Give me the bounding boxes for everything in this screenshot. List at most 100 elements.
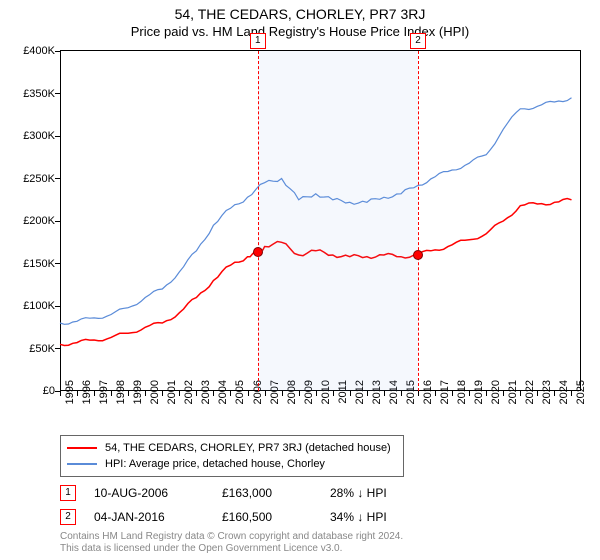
x-tick	[418, 391, 419, 396]
y-label: £0	[5, 385, 55, 397]
series-hpi	[60, 98, 572, 324]
y-label: £250K	[5, 173, 55, 185]
x-label: 1996	[81, 380, 93, 410]
x-tick	[486, 391, 487, 396]
x-tick	[145, 391, 146, 396]
x-label: 2013	[371, 380, 383, 410]
chart-title: 54, THE CEDARS, CHORLEY, PR7 3RJ	[0, 0, 600, 22]
x-label: 2003	[200, 380, 212, 410]
sale-marker: 2	[410, 33, 426, 49]
x-tick	[452, 391, 453, 396]
x-label: 2017	[439, 380, 451, 410]
x-label: 2023	[541, 380, 553, 410]
x-tick	[162, 391, 163, 396]
x-tick	[571, 391, 572, 396]
y-tick	[55, 178, 60, 179]
x-tick	[503, 391, 504, 396]
legend-row-hpi: HPI: Average price, detached house, Chor…	[67, 456, 397, 472]
transaction-date: 10-AUG-2006	[94, 486, 204, 500]
x-tick	[537, 391, 538, 396]
x-label: 2002	[183, 380, 195, 410]
x-label: 2011	[337, 380, 349, 410]
x-tick	[554, 391, 555, 396]
transaction-index: 2	[60, 509, 76, 525]
x-tick	[111, 391, 112, 396]
legend-swatch-hpi	[67, 463, 97, 465]
x-label: 2016	[422, 380, 434, 410]
x-tick	[520, 391, 521, 396]
transaction-index: 1	[60, 485, 76, 501]
x-label: 2001	[166, 380, 178, 410]
y-label: £200K	[5, 215, 55, 227]
x-label: 2025	[575, 380, 587, 410]
x-label: 2006	[252, 380, 264, 410]
x-label: 2024	[558, 380, 570, 410]
x-tick	[435, 391, 436, 396]
legend-footer: 54, THE CEDARS, CHORLEY, PR7 3RJ (detach…	[60, 435, 580, 555]
x-tick	[213, 391, 214, 396]
x-tick	[299, 391, 300, 396]
x-label: 2015	[405, 380, 417, 410]
y-tick	[55, 136, 60, 137]
legend-label-property: 54, THE CEDARS, CHORLEY, PR7 3RJ (detach…	[105, 442, 391, 454]
x-tick	[333, 391, 334, 396]
chart-subtitle: Price paid vs. HM Land Registry's House …	[0, 22, 600, 43]
x-tick	[265, 391, 266, 396]
x-label: 2020	[490, 380, 502, 410]
y-tick	[55, 263, 60, 264]
x-tick	[282, 391, 283, 396]
x-label: 2018	[456, 380, 468, 410]
x-label: 2010	[320, 380, 332, 410]
y-label: £350K	[5, 88, 55, 100]
x-tick	[316, 391, 317, 396]
y-label: £100K	[5, 300, 55, 312]
chart-area: £0£50K£100K£150K£200K£250K£300K£350K£400…	[60, 50, 581, 391]
transaction-price: £160,500	[222, 510, 312, 524]
x-label: 2014	[388, 380, 400, 410]
transaction-row: 1 10-AUG-2006 £163,000 28% ↓ HPI	[60, 485, 580, 501]
legend-row-property: 54, THE CEDARS, CHORLEY, PR7 3RJ (detach…	[67, 440, 397, 456]
x-tick	[196, 391, 197, 396]
x-tick	[401, 391, 402, 396]
sale-dot	[413, 250, 423, 260]
x-label: 2022	[524, 380, 536, 410]
x-label: 1997	[98, 380, 110, 410]
transaction-price: £163,000	[222, 486, 312, 500]
legend-label-hpi: HPI: Average price, detached house, Chor…	[105, 458, 325, 470]
attribution-line2: This data is licensed under the Open Gov…	[60, 543, 580, 555]
transaction-delta: 28% ↓ HPI	[330, 486, 387, 500]
sale-dot	[253, 247, 263, 257]
y-label: £300K	[5, 130, 55, 142]
series-property	[60, 199, 572, 346]
transaction-delta: 34% ↓ HPI	[330, 510, 387, 524]
attribution: Contains HM Land Registry data © Crown c…	[60, 531, 580, 555]
chart-lines	[60, 51, 580, 391]
y-tick	[55, 221, 60, 222]
x-tick	[469, 391, 470, 396]
legend-box: 54, THE CEDARS, CHORLEY, PR7 3RJ (detach…	[60, 435, 404, 477]
x-label: 2000	[149, 380, 161, 410]
x-tick	[367, 391, 368, 396]
y-tick	[55, 348, 60, 349]
sale-marker: 1	[250, 33, 266, 49]
x-label: 2012	[354, 380, 366, 410]
x-label: 1999	[132, 380, 144, 410]
y-tick	[55, 306, 60, 307]
attribution-line1: Contains HM Land Registry data © Crown c…	[60, 531, 580, 543]
x-tick	[94, 391, 95, 396]
x-label: 2005	[234, 380, 246, 410]
x-label: 2021	[507, 380, 519, 410]
x-tick	[384, 391, 385, 396]
x-tick	[179, 391, 180, 396]
x-label: 2007	[269, 380, 281, 410]
transaction-date: 04-JAN-2016	[94, 510, 204, 524]
x-tick	[350, 391, 351, 396]
x-label: 2004	[217, 380, 229, 410]
x-tick	[128, 391, 129, 396]
y-label: £150K	[5, 258, 55, 270]
x-label: 2019	[473, 380, 485, 410]
x-tick	[248, 391, 249, 396]
y-label: £50K	[5, 343, 55, 355]
transaction-row: 2 04-JAN-2016 £160,500 34% ↓ HPI	[60, 509, 580, 525]
transactions-list: 1 10-AUG-2006 £163,000 28% ↓ HPI 2 04-JAN-201…	[60, 485, 580, 525]
